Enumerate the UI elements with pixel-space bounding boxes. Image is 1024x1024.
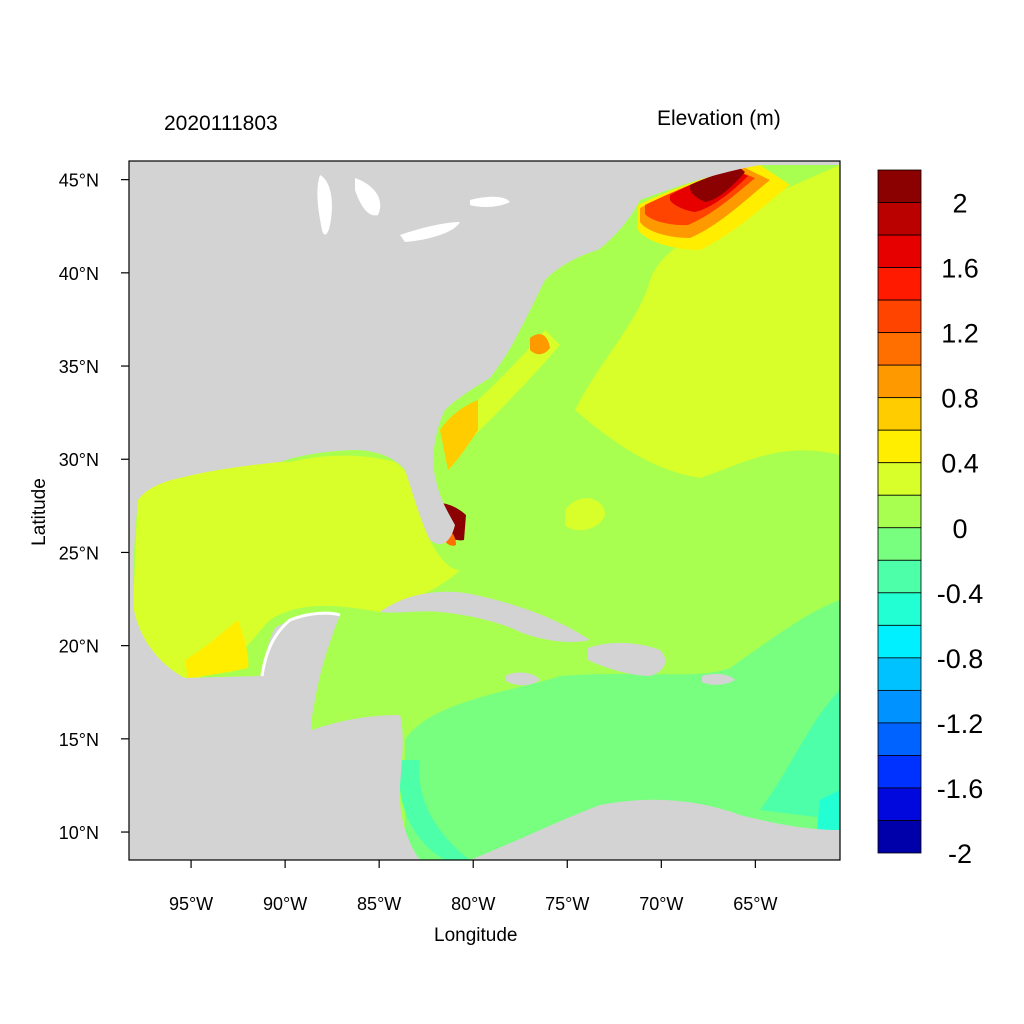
lake-erie: [400, 222, 460, 242]
colorbar-label: -2: [948, 839, 972, 869]
colorbar-label: 0: [952, 514, 967, 544]
map-field: [129, 161, 840, 860]
colorbar-swatch: [877, 429, 922, 464]
y-tick-label: 40°N: [59, 264, 99, 284]
colorbar-label: 2: [952, 189, 967, 219]
atlantic-yellowgreen-zone: [575, 165, 840, 478]
x-tick-label: 65°W: [733, 894, 777, 914]
x-axis-title: Longitude: [434, 925, 518, 946]
southwest-caribbean-cyan-zone: [399, 760, 470, 860]
puerto-rico-land: [702, 673, 735, 685]
caribbean-green-zone: [405, 600, 840, 860]
colorbar-label: 0.4: [941, 449, 979, 479]
y-tick-label: 45°N: [59, 171, 99, 191]
y-tick-label: 25°N: [59, 543, 99, 563]
colorbar-swatch: [877, 494, 922, 529]
colorbar-label: 1.2: [941, 319, 979, 349]
colorbar-label: -0.4: [937, 579, 984, 609]
colorbar-label: -1.6: [937, 774, 984, 804]
colorbar-swatch: [877, 267, 922, 301]
colorbar-label: -1.2: [937, 709, 984, 739]
units-label: Elevation (m): [657, 107, 781, 130]
gulf-of-mexico-zone: [133, 455, 460, 680]
y-tick-label: 20°N: [59, 637, 99, 657]
x-tick-label: 75°W: [545, 894, 589, 914]
colorbar-swatch: [877, 722, 922, 756]
colorbar-swatch: [877, 527, 922, 561]
cuba-land: [380, 591, 590, 643]
x-tick-label: 70°W: [639, 894, 683, 914]
colorbar-swatch: [877, 299, 922, 334]
lake-michigan: [317, 175, 332, 235]
hispaniola-land: [588, 642, 666, 676]
south-america-land: [470, 799, 840, 860]
nearshore-yellowgreen-band: [455, 330, 560, 440]
x-tick-label: 85°W: [357, 894, 401, 914]
colorbar-swatch: [877, 787, 922, 821]
y-tick-label: 10°N: [59, 823, 99, 843]
colorbar: 2 1.6 1.2 0.8 0.4 0 -0.4 -0.8 -1.2 -1.6 -2: [877, 169, 984, 869]
colorbar-swatch: [877, 364, 922, 399]
colorbar-swatch: [877, 657, 922, 691]
x-axis-ticks: 95°W 90°W 85°W 80°W 75°W 70°W 65°W: [169, 860, 777, 914]
yucatan-coast-line: [260, 611, 341, 677]
nc-coast-orange: [530, 334, 550, 355]
y-tick-label: 15°N: [59, 730, 99, 750]
colorbar-label: -0.8: [937, 644, 984, 674]
y-axis-ticks: 45°N 40°N 35°N 30°N 25°N 20°N 15°N 10°N: [59, 171, 129, 843]
colorbar-swatch: [877, 559, 922, 594]
bahamas-small-patch: [565, 498, 605, 531]
x-tick-label: 95°W: [169, 894, 213, 914]
time-label: 2020111803: [164, 112, 278, 135]
plot-frame: [128, 160, 841, 861]
colorbar-swatch: [877, 755, 922, 789]
jamaica-land: [505, 672, 540, 686]
colorbar-swatch: [877, 820, 922, 854]
lake-huron: [355, 178, 381, 216]
colorbar-label: 0.8: [941, 384, 979, 414]
colorbar-swatch: [877, 462, 922, 496]
campeche-yellow-zone: [185, 620, 249, 678]
eastern-caribbean-cyan-zone: [760, 690, 840, 820]
georgia-coast-orange-zone: [440, 400, 478, 470]
colorbar-swatch: [877, 624, 922, 659]
colorbar-swatch: [877, 689, 922, 724]
colorbar-swatch: [877, 592, 922, 626]
maine-surge-darkred: [690, 168, 745, 202]
x-tick-label: 90°W: [263, 894, 307, 914]
colorbar-swatch: [877, 169, 922, 203]
y-tick-label: 30°N: [59, 450, 99, 470]
colorbar-swatch: [877, 397, 922, 431]
lake-ontario: [470, 196, 510, 207]
x-tick-label: 80°W: [451, 894, 495, 914]
colorbar-label: 1.6: [941, 254, 979, 284]
y-tick-label: 35°N: [59, 357, 99, 377]
colorbar-swatch: [877, 332, 922, 366]
north-america-land: [129, 161, 840, 860]
colorbar-swatch: [877, 234, 922, 268]
colorbar-swatch: [877, 202, 922, 236]
